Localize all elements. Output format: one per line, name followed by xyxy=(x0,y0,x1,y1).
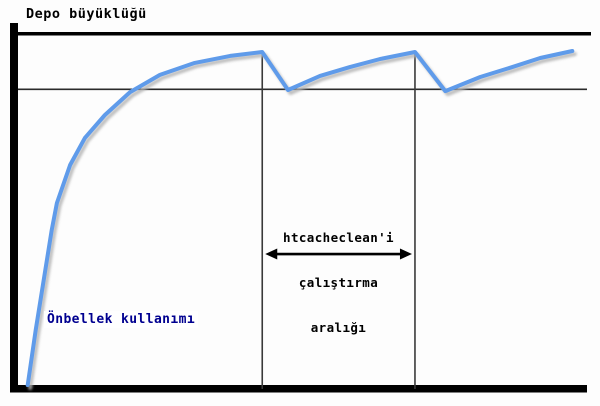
x-axis xyxy=(10,385,587,393)
top-border-line xyxy=(11,32,591,36)
curve-shadow xyxy=(28,52,577,390)
interval-label-line1: htcacheclean'i xyxy=(283,230,394,245)
interval-marker-lines xyxy=(261,52,416,389)
interval-label-line2: çalıştırma xyxy=(298,275,379,290)
y-axis xyxy=(10,23,18,392)
interval-label-line3: aralığı xyxy=(310,320,367,335)
cache-usage-label: Önbellek kullanımı xyxy=(44,311,199,328)
interval-arrow xyxy=(265,248,412,260)
htcacheclean-interval-label: htcacheclean'i çalıştırma aralığı xyxy=(262,200,415,365)
cache-usage-curve xyxy=(25,49,575,387)
y-axis-title: Depo büyüklüğü xyxy=(26,6,147,22)
